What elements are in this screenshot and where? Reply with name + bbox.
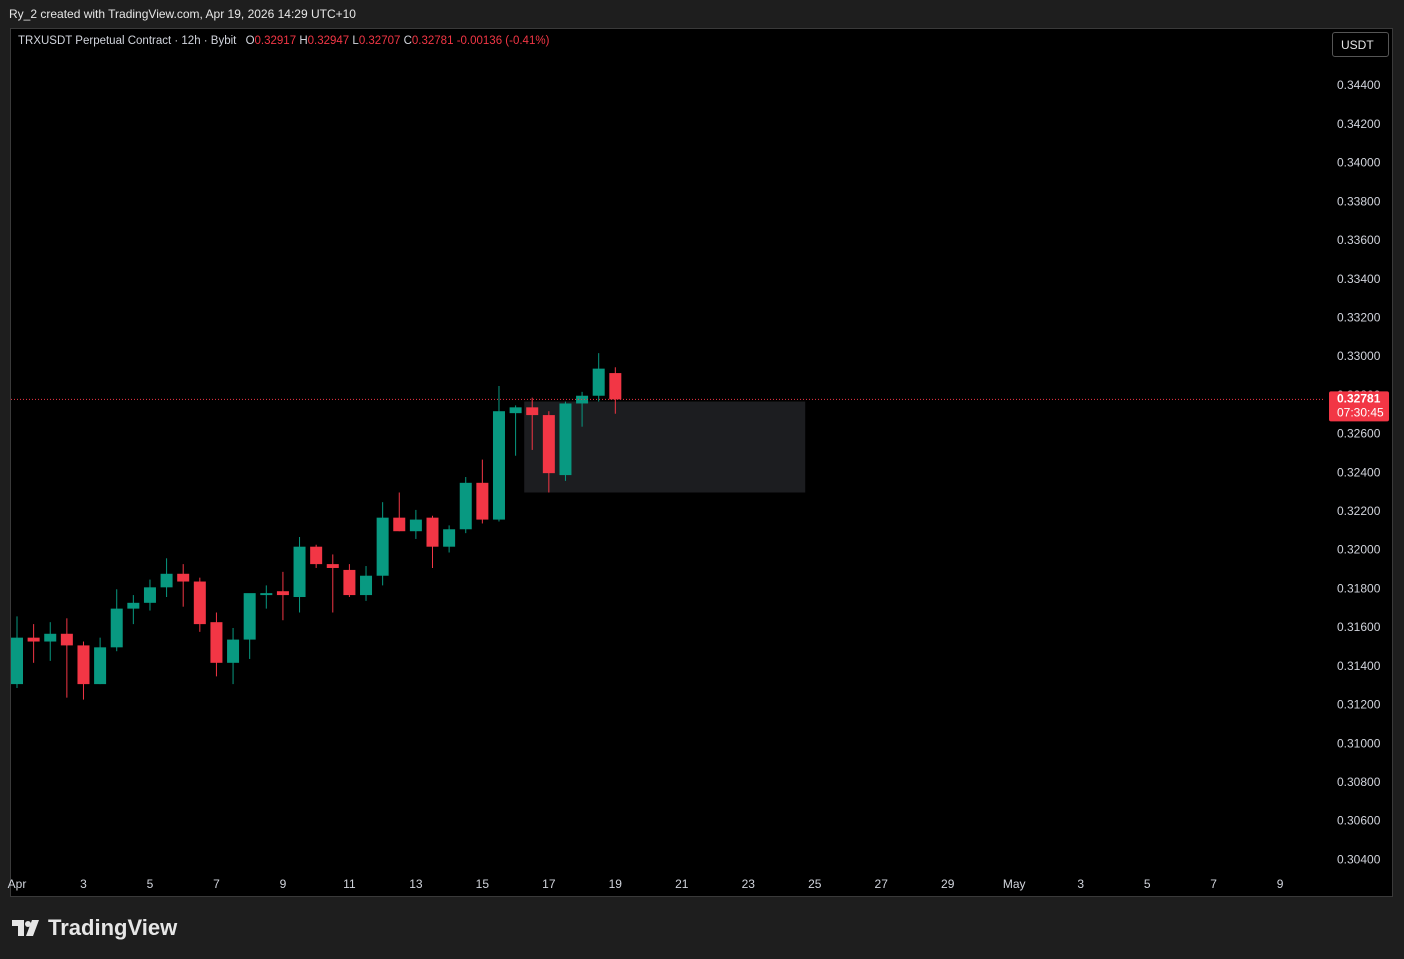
symbol-title: TRXUSDT Perpetual Contract · 12h · Bybit (18, 35, 237, 47)
candle-body (243, 593, 256, 640)
y-tick-label: 0.32600 (1337, 427, 1381, 441)
x-tick-label: 7 (1210, 877, 1217, 891)
brand-logo: TradingView (12, 915, 177, 941)
candle-body (409, 519, 422, 532)
x-tick-label: 27 (875, 877, 889, 891)
x-tick-label: 17 (542, 877, 556, 891)
y-tick-label: 0.34000 (1337, 156, 1381, 170)
y-tick-label: 0.32400 (1337, 465, 1381, 479)
candle-body (459, 482, 472, 530)
candle-body (60, 633, 73, 646)
y-tick-label: 0.30800 (1337, 775, 1381, 789)
high-value: 0.32947 (307, 35, 350, 47)
candle-body (193, 581, 206, 625)
candle-body (426, 517, 439, 547)
candle-body (293, 546, 306, 598)
y-tick-label: 0.33800 (1337, 194, 1381, 208)
candle-body (576, 395, 589, 404)
y-tick-label: 0.33400 (1337, 272, 1381, 286)
y-tick-label: 0.34400 (1337, 78, 1381, 92)
x-tick-label: 5 (1144, 877, 1151, 891)
candle-body (276, 591, 289, 596)
candle-body (143, 587, 156, 603)
candle-body (160, 573, 173, 588)
x-tick-label: 9 (1277, 877, 1284, 891)
candle-body (393, 517, 406, 532)
x-tick-label: 15 (476, 877, 490, 891)
y-tick-label: 0.31000 (1337, 736, 1381, 750)
y-tick-label: 0.31600 (1337, 620, 1381, 634)
x-tick-label: 5 (147, 877, 154, 891)
last-price-box (1329, 391, 1389, 422)
candle-body (326, 564, 339, 568)
candle-body (177, 573, 190, 582)
y-tick-label: 0.31800 (1337, 581, 1381, 595)
y-tick-label: 0.33000 (1337, 349, 1381, 363)
x-tick-label: 9 (280, 877, 287, 891)
candle-body (260, 593, 273, 596)
candle-body (227, 639, 240, 663)
ohlc-letter: O (245, 35, 255, 47)
candle-body (526, 407, 539, 416)
candle-body (559, 403, 572, 476)
close-value: 0.32781 (411, 35, 454, 47)
candle-body (592, 368, 605, 396)
x-tick-label: 13 (409, 877, 423, 891)
legend-header: TRXUSDT Perpetual Contract · 12h · Bybit… (18, 35, 549, 47)
candle-body (492, 411, 505, 520)
x-tick-label: 19 (609, 877, 623, 891)
ohlc-letter: C (403, 35, 412, 47)
y-tick-label: 0.30600 (1337, 814, 1381, 828)
x-tick-label: 21 (675, 877, 689, 891)
last-price-label: 0.32781 (1337, 392, 1381, 406)
candle-body (360, 575, 373, 596)
x-tick-label: 3 (80, 877, 87, 891)
x-tick-label: 23 (742, 877, 756, 891)
candle-body (376, 517, 389, 576)
ohlc-letter: L (352, 35, 359, 47)
candle-body (310, 546, 323, 565)
x-tick-label: 3 (1077, 877, 1084, 891)
x-tick-label: 25 (808, 877, 822, 891)
candle-body (509, 407, 522, 414)
low-value: 0.32707 (358, 35, 401, 47)
currency-button[interactable]: USDT (1332, 32, 1389, 57)
y-tick-label: 0.33600 (1337, 233, 1381, 247)
candle-body (542, 415, 555, 474)
candle-body (127, 602, 140, 609)
y-tick-label: 0.32000 (1337, 543, 1381, 557)
change-percent: (-0.41%) (505, 35, 550, 47)
change-value: -0.00136 (456, 35, 503, 47)
candle-body (210, 622, 223, 663)
top-text: Ry_2 created with TradingView.com, Apr 1… (9, 7, 356, 21)
y-tick-label: 0.32200 (1337, 504, 1381, 518)
ohlc-letter: H (299, 35, 308, 47)
x-tick-label: 11 (343, 877, 356, 891)
candle-body (44, 633, 57, 642)
candle-body (77, 645, 90, 685)
candle-body (476, 482, 489, 520)
y-tick-label: 0.31400 (1337, 659, 1381, 673)
y-tick-label: 0.33200 (1337, 310, 1381, 324)
candle-body (609, 373, 622, 400)
y-tick-label: 0.30400 (1337, 852, 1381, 866)
candle-body (443, 529, 456, 547)
candle-body (27, 637, 40, 642)
logo-mark (12, 920, 39, 936)
x-tick-label: Apr (8, 877, 27, 891)
candle-body (94, 647, 107, 685)
x-tick-label: May (1003, 877, 1026, 891)
x-tick-label: 7 (213, 877, 220, 891)
x-tick-label: 29 (941, 877, 955, 891)
candle-body (11, 637, 23, 685)
candle-body (110, 608, 123, 648)
countdown-label: 07:30:45 (1337, 406, 1384, 420)
brand-name: TradingView (48, 915, 178, 940)
y-tick-label: 0.31200 (1337, 698, 1381, 712)
candle-body (343, 569, 356, 596)
open-value: 0.32917 (254, 35, 297, 47)
y-tick-label: 0.34200 (1337, 117, 1381, 131)
